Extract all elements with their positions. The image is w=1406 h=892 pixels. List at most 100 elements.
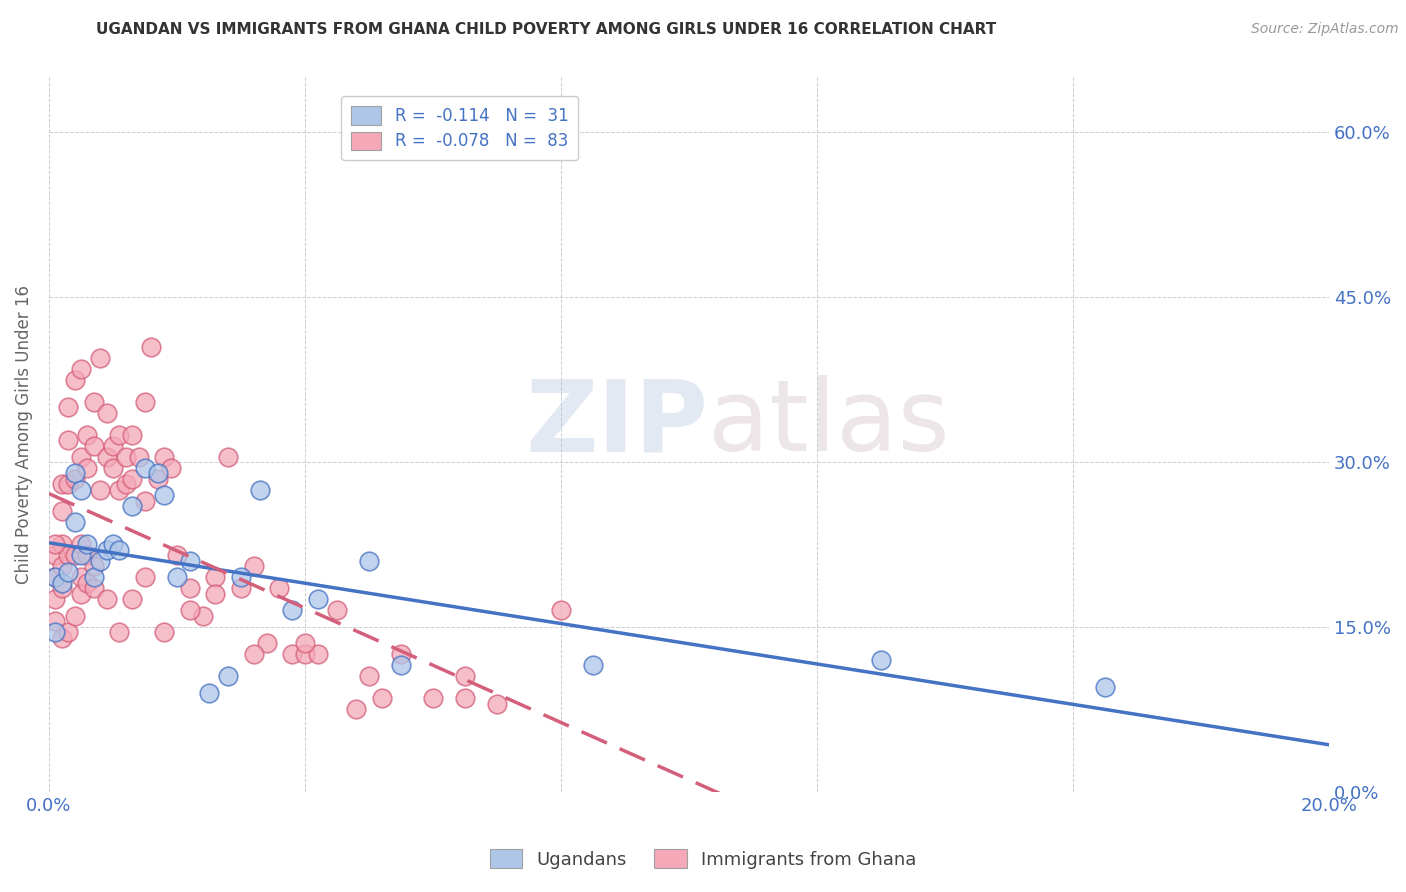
Point bbox=[63, 471, 86, 485]
Point bbox=[56, 400, 79, 414]
Point bbox=[281, 603, 304, 617]
Point bbox=[229, 582, 252, 596]
Point bbox=[51, 559, 73, 574]
Point bbox=[108, 543, 131, 558]
Point bbox=[422, 691, 444, 706]
Point bbox=[134, 394, 156, 409]
Point bbox=[89, 351, 111, 365]
Point bbox=[70, 361, 93, 376]
Point bbox=[51, 537, 73, 551]
Point bbox=[76, 575, 98, 590]
Point bbox=[96, 543, 118, 558]
Point bbox=[146, 471, 169, 485]
Point bbox=[229, 570, 252, 584]
Point bbox=[166, 549, 188, 563]
Point bbox=[389, 658, 412, 673]
Legend: R =  -0.114   N =  31, R =  -0.078   N =  83: R = -0.114 N = 31, R = -0.078 N = 83 bbox=[342, 96, 578, 161]
Point bbox=[454, 669, 477, 683]
Point bbox=[217, 669, 239, 683]
Point bbox=[389, 648, 412, 662]
Point bbox=[870, 653, 893, 667]
Point bbox=[44, 570, 66, 584]
Point bbox=[101, 439, 124, 453]
Point bbox=[83, 559, 105, 574]
Point bbox=[63, 608, 86, 623]
Point bbox=[56, 477, 79, 491]
Point bbox=[454, 691, 477, 706]
Text: ZIP: ZIP bbox=[526, 376, 709, 473]
Point bbox=[76, 460, 98, 475]
Point bbox=[128, 450, 150, 464]
Point bbox=[63, 549, 86, 563]
Point bbox=[121, 427, 143, 442]
Point bbox=[198, 686, 221, 700]
Point bbox=[121, 592, 143, 607]
Point bbox=[70, 537, 93, 551]
Point bbox=[96, 406, 118, 420]
Point bbox=[44, 549, 66, 563]
Point bbox=[153, 625, 176, 640]
Point bbox=[44, 592, 66, 607]
Point bbox=[191, 608, 214, 623]
Point bbox=[153, 488, 176, 502]
Point bbox=[1094, 681, 1116, 695]
Point bbox=[51, 575, 73, 590]
Point bbox=[89, 483, 111, 497]
Point bbox=[70, 483, 93, 497]
Point bbox=[204, 570, 226, 584]
Point bbox=[159, 460, 181, 475]
Point bbox=[134, 460, 156, 475]
Point bbox=[485, 697, 508, 711]
Point bbox=[249, 483, 271, 497]
Point bbox=[121, 499, 143, 513]
Point bbox=[269, 582, 291, 596]
Point bbox=[76, 427, 98, 442]
Point bbox=[51, 582, 73, 596]
Point bbox=[108, 483, 131, 497]
Point bbox=[204, 587, 226, 601]
Point bbox=[294, 648, 316, 662]
Point bbox=[44, 625, 66, 640]
Point bbox=[114, 477, 136, 491]
Point bbox=[51, 477, 73, 491]
Point bbox=[141, 340, 163, 354]
Point bbox=[83, 582, 105, 596]
Text: atlas: atlas bbox=[709, 376, 950, 473]
Point bbox=[56, 625, 79, 640]
Point bbox=[56, 565, 79, 579]
Point bbox=[63, 466, 86, 480]
Point bbox=[83, 439, 105, 453]
Text: UGANDAN VS IMMIGRANTS FROM GHANA CHILD POVERTY AMONG GIRLS UNDER 16 CORRELATION : UGANDAN VS IMMIGRANTS FROM GHANA CHILD P… bbox=[96, 22, 995, 37]
Point bbox=[89, 554, 111, 568]
Point bbox=[108, 625, 131, 640]
Legend: Ugandans, Immigrants from Ghana: Ugandans, Immigrants from Ghana bbox=[482, 841, 924, 876]
Point bbox=[63, 516, 86, 530]
Point bbox=[153, 450, 176, 464]
Point bbox=[70, 570, 93, 584]
Text: Source: ZipAtlas.com: Source: ZipAtlas.com bbox=[1251, 22, 1399, 37]
Point bbox=[76, 549, 98, 563]
Y-axis label: Child Poverty Among Girls Under 16: Child Poverty Among Girls Under 16 bbox=[15, 285, 32, 584]
Point bbox=[76, 537, 98, 551]
Point bbox=[70, 450, 93, 464]
Point bbox=[217, 450, 239, 464]
Point bbox=[281, 648, 304, 662]
Point bbox=[307, 648, 329, 662]
Point bbox=[357, 669, 380, 683]
Point bbox=[108, 427, 131, 442]
Point bbox=[101, 537, 124, 551]
Point bbox=[63, 373, 86, 387]
Point bbox=[326, 603, 349, 617]
Point bbox=[44, 537, 66, 551]
Point bbox=[371, 691, 394, 706]
Point bbox=[70, 587, 93, 601]
Point bbox=[134, 493, 156, 508]
Point bbox=[179, 603, 201, 617]
Point bbox=[242, 559, 264, 574]
Point bbox=[101, 460, 124, 475]
Point bbox=[83, 394, 105, 409]
Point bbox=[179, 554, 201, 568]
Point bbox=[44, 615, 66, 629]
Point bbox=[44, 570, 66, 584]
Point bbox=[51, 504, 73, 518]
